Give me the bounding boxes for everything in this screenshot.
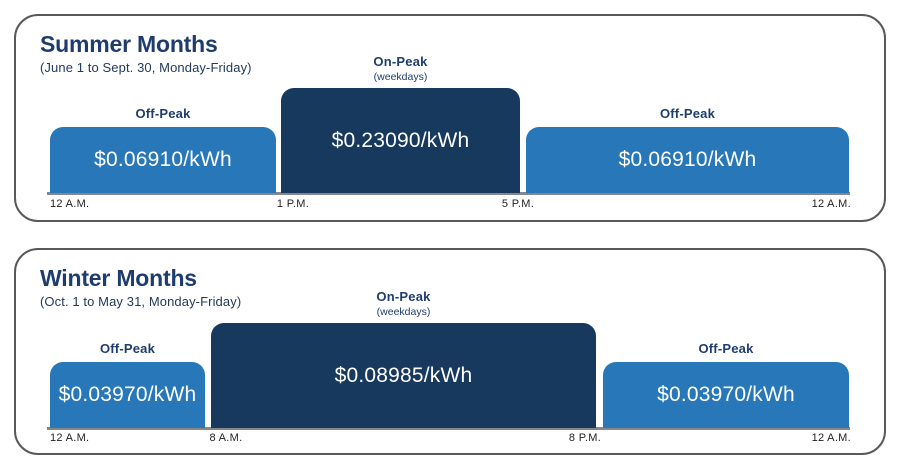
summer-months-panel: Summer Months (June 1 to Sept. 30, Monda… xyxy=(14,14,886,222)
summer-title-block: Summer Months (June 1 to Sept. 30, Monda… xyxy=(40,31,252,76)
timeline-label: 12 A.M. xyxy=(811,432,851,444)
winter-offpeak-morning-segment: Off-Peak $0.03970/kWh xyxy=(50,341,205,428)
rate-value: $0.23090/kWh xyxy=(331,128,470,152)
segment-label: Off-Peak xyxy=(99,341,156,356)
timeline-label: 12 A.M. xyxy=(811,198,851,210)
rate-value: $0.06910/kWh xyxy=(618,148,757,171)
timeline-label: 12 A.M. xyxy=(50,432,90,444)
off-peak-bar: $0.03970/kWh xyxy=(50,362,205,428)
off-peak-bar: $0.06910/kWh xyxy=(50,127,276,193)
panel-subtitle: (Oct. 1 to May 31, Monday-Friday) xyxy=(40,294,242,310)
panel-title: Winter Months xyxy=(40,265,197,291)
winter-months-panel: Winter Months (Oct. 1 to May 31, Monday-… xyxy=(14,248,886,455)
winter-offpeak-evening-segment: Off-Peak $0.03970/kWh xyxy=(603,341,849,428)
winter-timeline: 12 A.M. 8 A.M. 8 P.M. 12 A.M. xyxy=(16,432,884,445)
winter-title-block: Winter Months (Oct. 1 to May 31, Monday-… xyxy=(40,265,242,310)
rate-value: $0.03970/kWh xyxy=(657,383,795,406)
segment-label: On-Peak xyxy=(376,289,431,304)
timeline-label: 8 P.M. xyxy=(568,432,602,444)
segment-label: Off-Peak xyxy=(698,341,754,356)
rate-value: $0.08985/kWh xyxy=(334,363,473,387)
off-peak-bar: $0.03970/kWh xyxy=(603,362,849,428)
segment-label: On-Peak xyxy=(373,54,428,69)
weekdays-note: (weekdays) xyxy=(376,306,431,318)
on-peak-bar: $0.08985/kWh xyxy=(211,323,596,428)
timeline-label: 1 P.M. xyxy=(276,198,310,210)
timeline-label: 12 A.M. xyxy=(50,198,90,210)
segment-label: Off-Peak xyxy=(659,106,716,121)
summer-timeline: 12 A.M. 1 P.M. 5 P.M. 12 A.M. xyxy=(16,198,884,211)
segment-label: Off-Peak xyxy=(135,106,191,121)
timeline-label: 5 P.M. xyxy=(501,198,535,210)
panel-subtitle: (June 1 to Sept. 30, Monday-Friday) xyxy=(40,60,252,76)
rate-value: $0.03970/kWh xyxy=(58,383,197,406)
rate-value: $0.06910/kWh xyxy=(94,148,232,171)
chart-baseline xyxy=(47,192,850,195)
winter-onpeak-segment: On-Peak (weekdays) $0.08985/kWh xyxy=(211,289,596,428)
off-peak-bar: $0.06910/kWh xyxy=(526,127,849,193)
summer-onpeak-segment: On-Peak (weekdays) $0.23090/kWh xyxy=(281,54,520,193)
chart-baseline xyxy=(47,427,850,430)
summer-offpeak-morning-segment: Off-Peak $0.06910/kWh xyxy=(50,106,276,193)
timeline-label: 8 A.M. xyxy=(209,432,243,444)
summer-offpeak-evening-segment: Off-Peak $0.06910/kWh xyxy=(526,106,849,193)
panel-title: Summer Months xyxy=(40,31,218,57)
on-peak-bar: $0.23090/kWh xyxy=(281,88,520,193)
weekdays-note: (weekdays) xyxy=(373,71,428,83)
